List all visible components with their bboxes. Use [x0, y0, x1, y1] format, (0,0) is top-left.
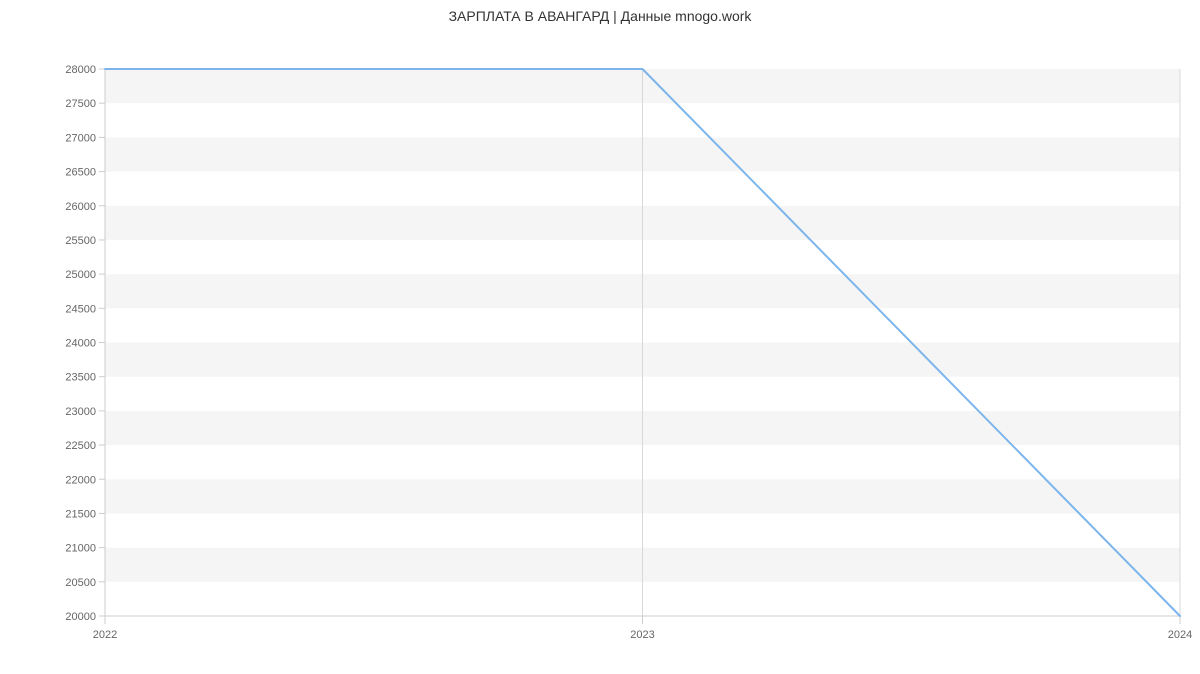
y-tick-label: 26500: [65, 167, 96, 179]
chart-container: ЗАРПЛАТА В АВАНГАРД | Данные mnogo.work …: [0, 0, 1200, 650]
y-tick-label: 23000: [65, 406, 96, 418]
y-tick-label: 27000: [65, 132, 96, 144]
y-tick-label: 21000: [65, 543, 96, 555]
y-tick-label: 24000: [65, 338, 96, 350]
y-tick-label: 22500: [65, 440, 96, 452]
x-tick-label: 2022: [93, 629, 117, 641]
y-tick-label: 25000: [65, 269, 96, 281]
y-tick-label: 24500: [65, 303, 96, 315]
y-tick-label: 20500: [65, 577, 96, 589]
x-tick-label: 2024: [1168, 629, 1192, 641]
y-tick-label: 25500: [65, 235, 96, 247]
chart-title: ЗАРПЛАТА В АВАНГАРД | Данные mnogo.work: [0, 0, 1200, 24]
x-tick-label: 2023: [630, 629, 654, 641]
y-tick-label: 23500: [65, 372, 96, 384]
y-tick-label: 21500: [65, 508, 96, 520]
y-tick-label: 28000: [65, 64, 96, 76]
y-tick-label: 27500: [65, 98, 96, 110]
y-tick-label: 20000: [65, 611, 96, 623]
line-chart: 20000 20500 21000 21500 22000 22500 23000 23500…: [0, 24, 1200, 674]
y-tick-label: 22000: [65, 474, 96, 486]
y-tick-label: 26000: [65, 201, 96, 213]
